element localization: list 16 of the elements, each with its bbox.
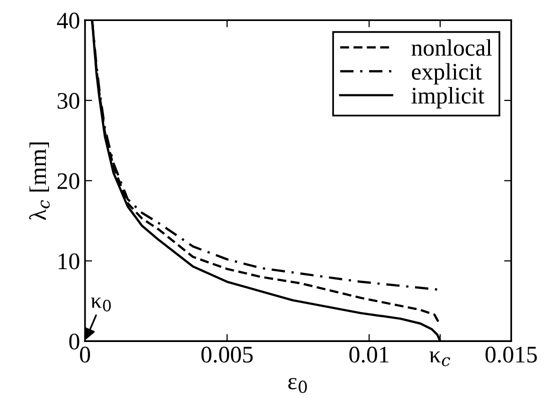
y-tick-label: 40 — [57, 12, 80, 29]
x-tick-label: κ$_{c}$ — [430, 352, 450, 366]
y-axis-title: λ$_{c}$ [mm] — [29, 142, 50, 220]
y-tick-label: 20 — [58, 173, 80, 190]
legend-label: implicit — [412, 87, 484, 108]
x-tick-label: 0 — [80, 346, 90, 363]
y-tick-label: 30 — [58, 92, 80, 109]
y-tick-label: 0 — [69, 334, 80, 350]
x-tick-label: 0.01 — [349, 346, 388, 363]
x-axis-title: ε$_{0}$ — [288, 378, 307, 394]
annotation: κ$_{0}$ — [91, 298, 111, 312]
legend-label: nonlocal — [412, 39, 492, 56]
legend-label: explicit — [412, 63, 482, 85]
y-tick-label: 10 — [58, 253, 80, 270]
x-tick-label: 0.005 — [201, 346, 253, 363]
x-tick-label: 0.015 — [486, 346, 537, 363]
